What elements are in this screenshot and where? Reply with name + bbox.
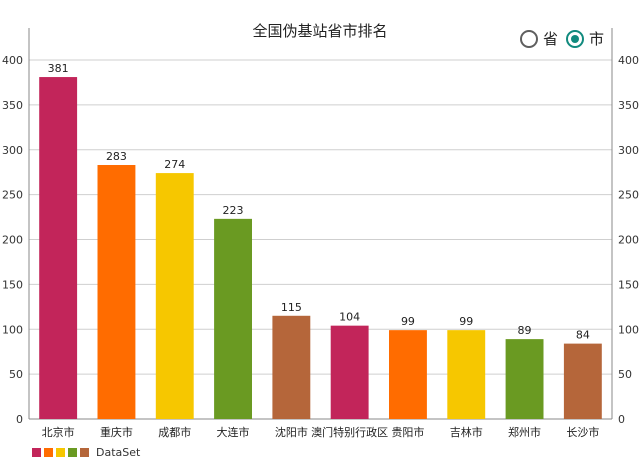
y-tick-label-right: 100 xyxy=(618,323,639,336)
bar-value-label: 104 xyxy=(339,311,360,324)
bar-value-label: 99 xyxy=(459,315,473,328)
bar-value-label: 115 xyxy=(281,301,302,314)
y-tick-label-right: 400 xyxy=(618,54,639,67)
radio-province-circle[interactable] xyxy=(520,29,538,48)
y-tick-label-left: 250 xyxy=(2,189,23,202)
y-tick-label-right: 350 xyxy=(618,99,639,112)
legend-swatch xyxy=(68,448,77,457)
chart-title: 全国伪基站省市排名 xyxy=(252,22,388,40)
y-tick-label-right: 200 xyxy=(618,234,639,247)
y-tick-label-left: 350 xyxy=(2,99,23,112)
bar-value-label: 89 xyxy=(518,324,532,337)
x-tick-label: 贵阳市 xyxy=(391,425,424,439)
y-tick-label-right: 0 xyxy=(618,413,625,426)
bar-value-label: 99 xyxy=(401,315,415,328)
y-tick-label-left: 300 xyxy=(2,144,23,157)
radio-city-circle[interactable] xyxy=(566,29,585,48)
bar xyxy=(97,165,136,419)
legend-swatches xyxy=(32,448,92,457)
bar xyxy=(563,343,602,419)
x-tick-label: 澳门特别行政区 xyxy=(311,425,388,439)
bar-value-label: 381 xyxy=(48,62,69,75)
bar-value-label: 84 xyxy=(576,329,590,342)
legend-swatch xyxy=(32,448,41,457)
y-tick-label-left: 400 xyxy=(2,54,23,67)
value-labels: 381 283 274 223 115 104 99 99 89 84 xyxy=(48,62,590,342)
x-tick-label: 吉林市 xyxy=(450,425,483,439)
bar xyxy=(214,218,252,419)
legend-swatch xyxy=(80,448,89,457)
bar-value-label: 223 xyxy=(223,204,244,217)
radio-city-label: 市 xyxy=(589,30,605,48)
x-tick-label: 北京市 xyxy=(42,425,75,439)
legend-label: DataSet xyxy=(96,446,141,459)
bar-series xyxy=(39,77,602,420)
y-tick-label-left: 50 xyxy=(9,368,23,381)
x-axis-labels: 北京市 重庆市 成都市 大连市 沈阳市 澳门特别行政区 贵阳市 吉林市 郑州市 长沙市 xyxy=(42,425,600,439)
bar xyxy=(389,330,427,419)
radio-province[interactable]: 省 xyxy=(520,28,558,49)
legend-swatch xyxy=(44,448,53,457)
legend-swatch xyxy=(56,448,65,457)
y-tick-label-left: 100 xyxy=(2,323,23,336)
y-tick-label-left: 150 xyxy=(2,278,23,291)
radio-province-label: 省 xyxy=(543,30,559,48)
y-tick-label-left: 0 xyxy=(16,413,23,426)
x-tick-label: 大连市 xyxy=(217,425,250,439)
bar xyxy=(330,325,369,419)
x-tick-label: 成都市 xyxy=(158,425,191,439)
y-tick-label-left: 200 xyxy=(2,234,23,247)
bar-value-label: 283 xyxy=(106,150,127,163)
y-axis-right: 0 50 100 150 200 250 300 350 400 xyxy=(611,28,639,426)
y-tick-label-right: 150 xyxy=(618,278,639,291)
bar xyxy=(272,315,311,419)
x-tick-label: 沈阳市 xyxy=(275,425,308,439)
bar xyxy=(447,330,486,419)
x-tick-label: 长沙市 xyxy=(566,425,599,439)
bar xyxy=(39,77,78,420)
bar xyxy=(155,173,194,419)
y-tick-label-right: 250 xyxy=(618,189,639,202)
x-tick-label: 重庆市 xyxy=(100,425,133,439)
y-axis-left: 0 50 100 150 200 250 300 350 400 xyxy=(2,28,30,426)
x-tick-label: 郑州市 xyxy=(508,425,541,439)
province-city-toggle: 省 市 xyxy=(520,28,612,49)
chart-legend: DataSet xyxy=(32,446,140,459)
y-tick-label-right: 300 xyxy=(618,144,639,157)
bar xyxy=(505,339,544,419)
bar-value-label: 274 xyxy=(164,158,185,171)
radio-city[interactable]: 市 xyxy=(566,28,604,49)
y-tick-label-right: 50 xyxy=(618,368,632,381)
